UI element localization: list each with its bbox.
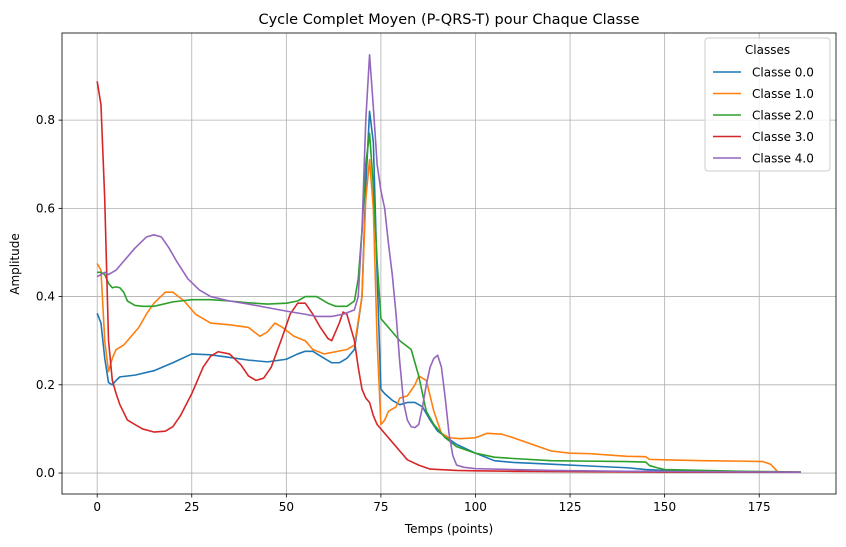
x-tick-label: 25 [184,500,199,514]
y-axis-label: Amplitude [8,233,22,295]
series-lines [96,54,801,473]
y-tick-label: 0.2 [36,378,55,392]
legend-label-1: Classe 1.0 [752,87,814,101]
y-tick-label: 0.8 [36,113,55,127]
legend-label-2: Classe 2.0 [752,108,814,122]
x-tick-label: 50 [279,500,294,514]
legend-title: Classes [745,43,790,57]
x-tick-label: 100 [464,500,487,514]
x-axis-ticks: 0 25 50 75 100 125 150 175 [93,494,771,514]
x-tick-label: 125 [559,500,582,514]
y-tick-label: 0.0 [36,466,55,480]
y-tick-label: 0.6 [36,201,55,215]
series-line-4 [96,54,801,473]
plot-frame [61,32,837,495]
legend-label-3: Classe 3.0 [752,130,814,144]
legend-label-4: Classe 4.0 [752,151,814,165]
x-tick-label: 175 [748,500,771,514]
x-tick-label: 0 [93,500,101,514]
x-tick-label: 75 [373,500,388,514]
series-line-1 [96,159,801,473]
y-axis-ticks: 0.0 0.2 0.4 0.6 0.8 [36,113,62,480]
legend-items: Classe 0.0 Classe 1.0 Classe 2.0 Classe 3.0… [713,65,814,165]
x-axis-label: Temps (points) [404,522,493,536]
series-line-2 [97,132,801,473]
y-tick-label: 0.4 [36,290,55,304]
series-line-3 [96,81,801,473]
chart-title: Cycle Complet Moyen (P-QRS-T) pour Chaqu… [258,12,639,28]
legend-label-0: Classe 0.0 [752,65,814,79]
x-tick-label: 150 [653,500,676,514]
